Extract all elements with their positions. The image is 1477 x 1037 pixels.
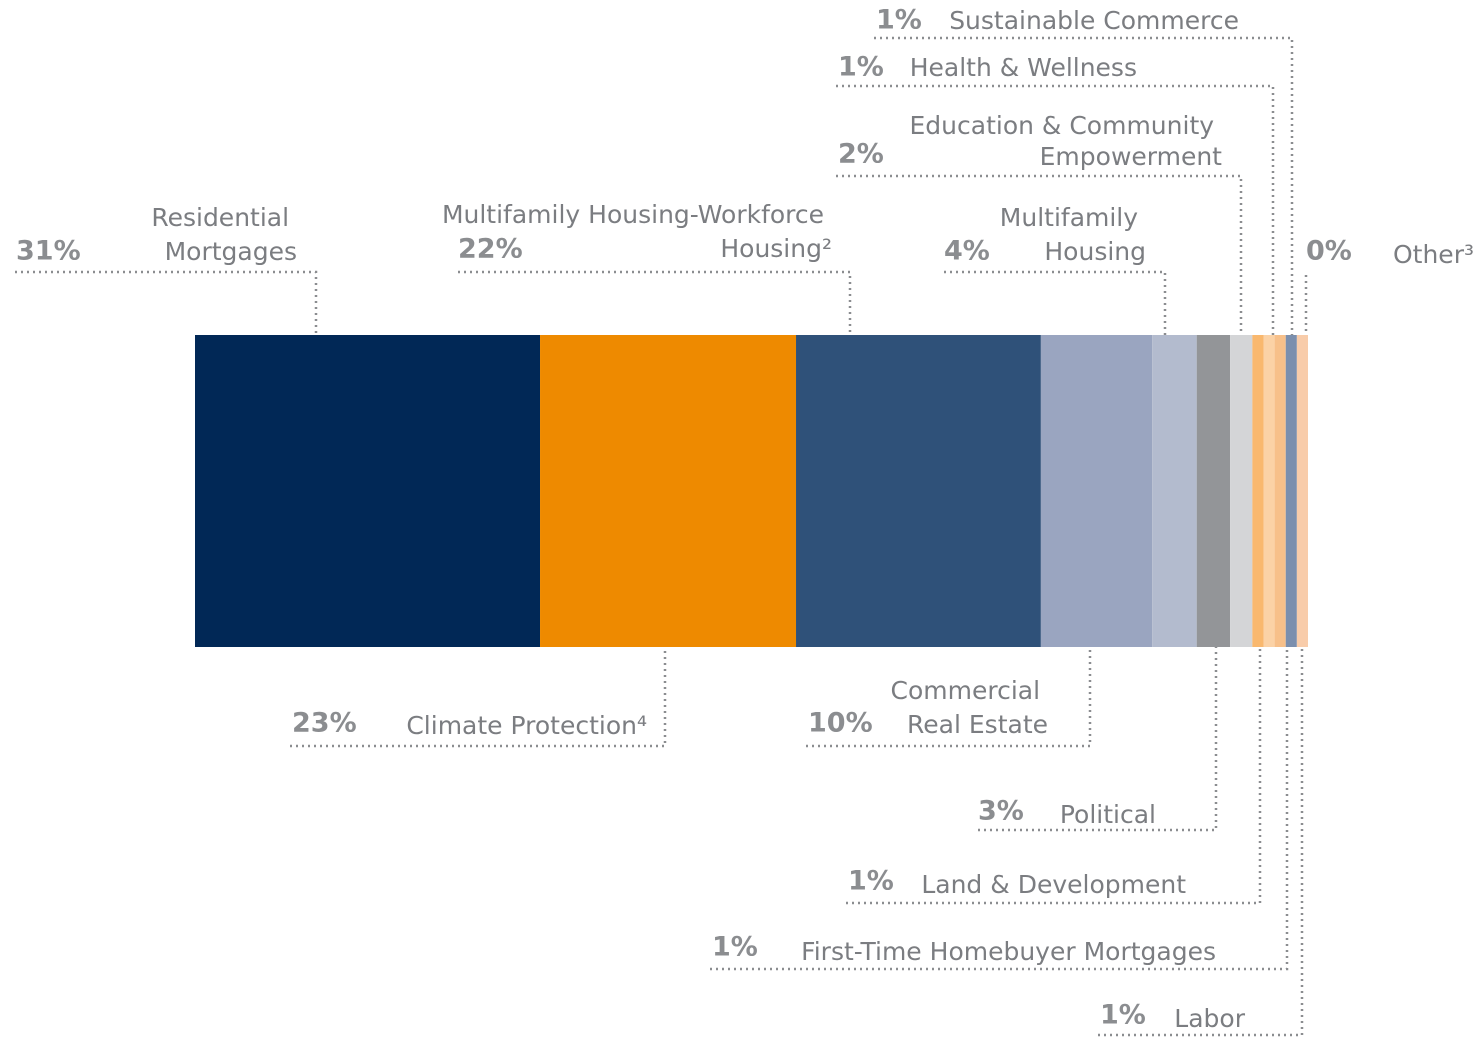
series-label: Political xyxy=(1060,800,1156,829)
series-label: Climate Protection⁴ xyxy=(406,711,647,740)
bar-segment xyxy=(1252,335,1264,647)
bar-segment xyxy=(1040,335,1153,647)
leader-line xyxy=(978,647,1218,832)
value-label: 3% xyxy=(978,796,1024,827)
label-line: Multifamily xyxy=(1000,203,1146,232)
leader-line xyxy=(806,647,1092,748)
series-label: Land & Development xyxy=(921,870,1186,899)
leader-line xyxy=(15,270,318,335)
value-label: 4% xyxy=(944,236,990,267)
leader-line xyxy=(836,84,1275,335)
series-label: Residential Mortgages xyxy=(151,203,297,266)
label-line: Multifamily Housing-Workforce xyxy=(442,200,832,229)
bar-segment xyxy=(1152,335,1197,647)
series-label: Education & Community Empowerment xyxy=(910,111,1223,171)
value-label: 23% xyxy=(292,708,357,739)
label-line: Residential xyxy=(151,203,297,232)
label-line: Mortgages xyxy=(165,237,297,266)
value-label: 0% xyxy=(1306,236,1352,267)
value-label: 1% xyxy=(1100,1000,1146,1031)
series-label: Commercial Real Estate xyxy=(891,676,1048,739)
bar-segment xyxy=(1296,335,1308,647)
series-label: Sustainable Commerce xyxy=(949,6,1239,35)
leader-line xyxy=(710,647,1289,971)
series-label: Other³ xyxy=(1393,240,1474,269)
label-line: Empowerment xyxy=(1040,142,1223,171)
label-line: Real Estate xyxy=(907,710,1048,739)
leader-line xyxy=(846,647,1262,905)
series-label: Multifamily Housing-Workforce Housing² xyxy=(442,200,832,263)
bar-segment xyxy=(540,335,797,647)
bar-segment xyxy=(195,335,541,647)
value-label: 1% xyxy=(838,52,884,83)
series-label: Multifamily Housing xyxy=(1000,203,1146,266)
series-label: First-Time Homebuyer Mortgages xyxy=(801,937,1216,966)
value-label: 1% xyxy=(712,932,758,963)
series-label: Health & Wellness xyxy=(910,53,1137,82)
bar-segment xyxy=(1274,335,1286,647)
bar-segment xyxy=(1230,335,1253,647)
value-label: 22% xyxy=(458,234,523,265)
label-line: Education & Community xyxy=(910,111,1223,140)
value-label: 10% xyxy=(808,708,873,739)
leader-line xyxy=(1098,647,1304,1037)
value-label: 31% xyxy=(16,236,81,267)
leader-line xyxy=(458,270,852,335)
value-label: 1% xyxy=(876,5,922,36)
series-label: Labor xyxy=(1174,1004,1245,1033)
bar-segment xyxy=(796,335,1041,647)
bar-segment xyxy=(1196,335,1231,647)
label-line: Housing² xyxy=(720,234,832,263)
label-line: Housing xyxy=(1044,237,1146,266)
bar-segment xyxy=(1285,335,1297,647)
leader-line xyxy=(874,36,1294,335)
value-label: 2% xyxy=(838,139,884,170)
value-label: 1% xyxy=(848,866,894,897)
leader-line xyxy=(944,270,1167,335)
bar-segment xyxy=(1263,335,1275,647)
label-line: Commercial xyxy=(891,676,1048,705)
leader-line xyxy=(836,174,1243,335)
